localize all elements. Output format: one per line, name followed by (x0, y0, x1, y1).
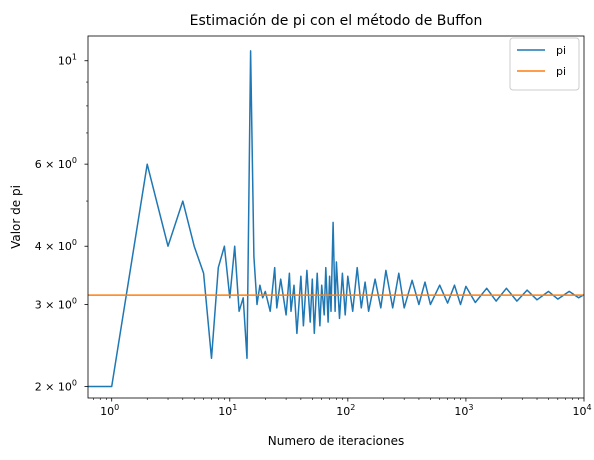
y-axis-label: Valor de pi (9, 185, 23, 249)
x-tick-exponent: 1 (232, 403, 237, 412)
y-axis: 2 × 100 3 × 100 4 × 100 6 × 100 101 (35, 53, 88, 394)
x-tick-label: 101 (218, 403, 237, 418)
y-tick-label: 6 × 100 (35, 156, 77, 171)
y-tick-label: 3 × 100 (35, 296, 77, 311)
y-tick-label: 101 (58, 53, 77, 68)
x-tick-exponent: 2 (350, 403, 355, 412)
plot-frame (87, 35, 585, 399)
y-tick-exponent: 1 (72, 53, 77, 62)
y-tick-exponent: 0 (72, 296, 77, 305)
x-axis: 100 101 102 103 104 (93, 398, 592, 418)
chart-title: Estimación de pi con el método de Buffon (190, 13, 483, 29)
series-line-0 (88, 50, 584, 388)
x-tick-exponent: 3 (468, 403, 473, 412)
x-axis-label: Numero de iteraciones (268, 434, 405, 448)
x-tick-label: 100 (100, 403, 119, 418)
x-tick-label: 103 (454, 403, 473, 418)
y-tick-exponent: 0 (72, 238, 77, 247)
series-layer (88, 50, 584, 388)
y-tick-label: 4 × 100 (35, 238, 77, 253)
legend-label: pi (556, 44, 566, 57)
x-tick-exponent: 4 (586, 403, 591, 412)
legend-label: pi (556, 65, 566, 78)
legend-box (509, 37, 580, 91)
y-tick-exponent: 0 (72, 379, 77, 388)
legend: pi pi (509, 37, 580, 91)
y-tick-exponent: 0 (72, 156, 77, 165)
x-tick-label: 102 (336, 403, 355, 418)
y-tick-label: 2 × 100 (35, 379, 77, 394)
x-tick-exponent: 0 (114, 403, 119, 412)
x-tick-label: 104 (572, 403, 591, 418)
